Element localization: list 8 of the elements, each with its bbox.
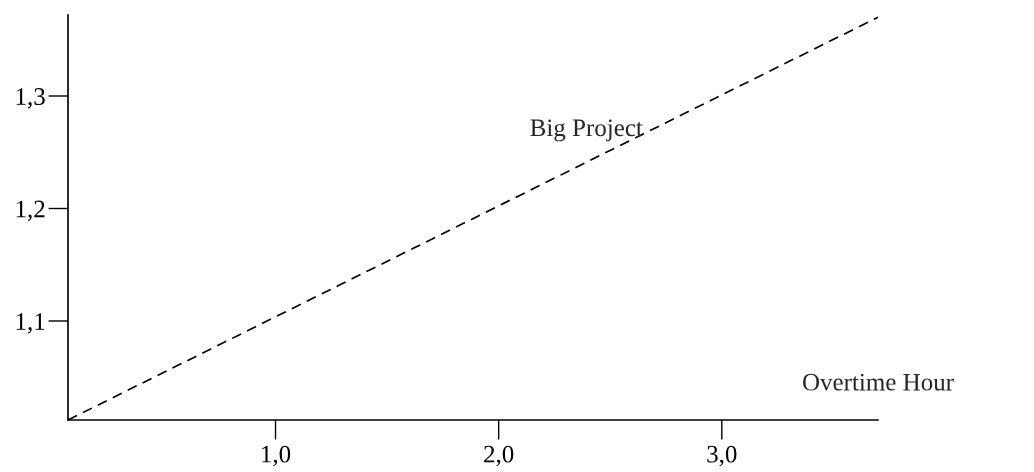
y-tick-label: 1,2 — [16, 200, 45, 222]
y-tick-label: 1,1 — [16, 313, 45, 334]
x-tick-label: 2,0 — [484, 445, 514, 467]
x-tick-label: 1,0 — [262, 445, 291, 467]
y-tick-label: 1,3 — [16, 88, 45, 109]
series-label: Big Project — [530, 119, 643, 142]
x-tick-label: 3,0 — [707, 445, 737, 467]
x-axis-title: Overtime Hour — [803, 373, 954, 391]
